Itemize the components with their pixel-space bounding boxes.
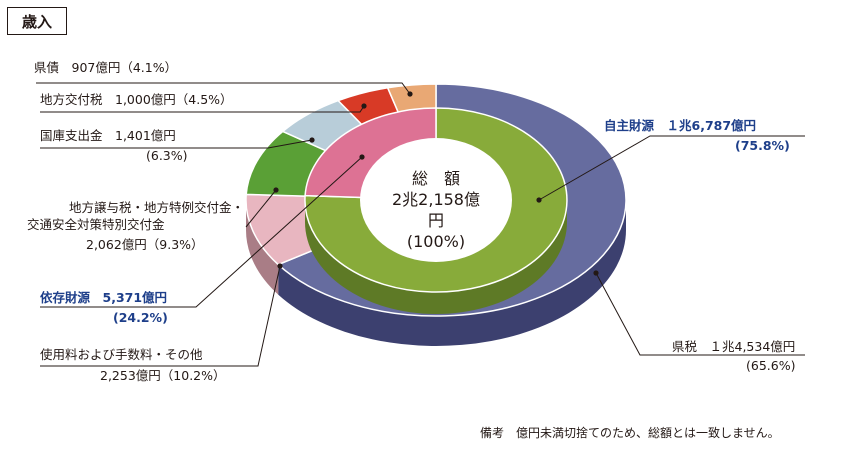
label-fees: 使用料および手数料・その他 xyxy=(40,347,203,362)
label-dependent-source: 依存財源 5,371億円 xyxy=(40,290,168,305)
footnote: 備考 億円未満切捨てのため、総額とは一致しません。 xyxy=(480,426,780,440)
center-total-label: 総 額 xyxy=(411,169,460,188)
slice-own-source-side xyxy=(305,200,567,314)
leader-treasury xyxy=(40,139,313,149)
leader-tax-dot xyxy=(593,270,599,276)
center-total-percent: (100%) xyxy=(406,232,466,251)
label-grant: 地方交付税 1,000億円（4.5%） xyxy=(40,92,233,107)
leader-dependent xyxy=(40,156,363,308)
slice-prefectural-tax-side xyxy=(278,200,626,346)
leader-treasury-dot xyxy=(309,137,315,143)
leader-tax xyxy=(595,272,805,356)
label-treasury-percent: (6.3%) xyxy=(146,148,188,163)
label-prefectural-tax-percent: (65.6%) xyxy=(746,358,796,373)
leader-own-dot xyxy=(536,197,542,203)
center-total: 総 額 2兆2,158億円 (100%) xyxy=(386,168,486,252)
label-own-source: 自主財源 １兆6,787億円 xyxy=(604,118,757,133)
leader-dependent-dot xyxy=(359,154,365,160)
leader-transfer xyxy=(245,189,277,228)
leader-bond-dot xyxy=(407,91,413,97)
label-transfer-line3: 2,062億円（9.3%） xyxy=(86,237,204,252)
leader-own xyxy=(538,135,805,201)
leader-bond xyxy=(36,82,411,95)
leader-fees xyxy=(40,265,281,367)
center-total-value: 2兆2,158億円 xyxy=(392,190,480,230)
label-dependent-percent: (24.2%) xyxy=(113,310,168,325)
label-transfer-line1: 地方譲与税・地方特例交付金・ xyxy=(68,200,244,215)
donut-hole xyxy=(360,138,512,262)
label-treasury: 国庫支出金 1,401億円 xyxy=(40,128,176,143)
slice-own-source xyxy=(304,107,568,293)
label-transfer-line2: 交通安全対策特別交付金 xyxy=(27,217,165,232)
chart-title: 歳入 xyxy=(7,7,67,35)
leader-grant-dot xyxy=(361,103,367,109)
label-bond: 県債 907億円（4.1%） xyxy=(34,60,178,75)
label-prefectural-tax: 県税 １兆4,534億円 xyxy=(672,339,796,354)
label-own-percent: (75.8%) xyxy=(735,138,790,153)
leader-fees-dot xyxy=(277,263,283,269)
leader-transfer-dot xyxy=(273,187,279,193)
label-fees-value: 2,253億円（10.2%） xyxy=(100,368,226,383)
